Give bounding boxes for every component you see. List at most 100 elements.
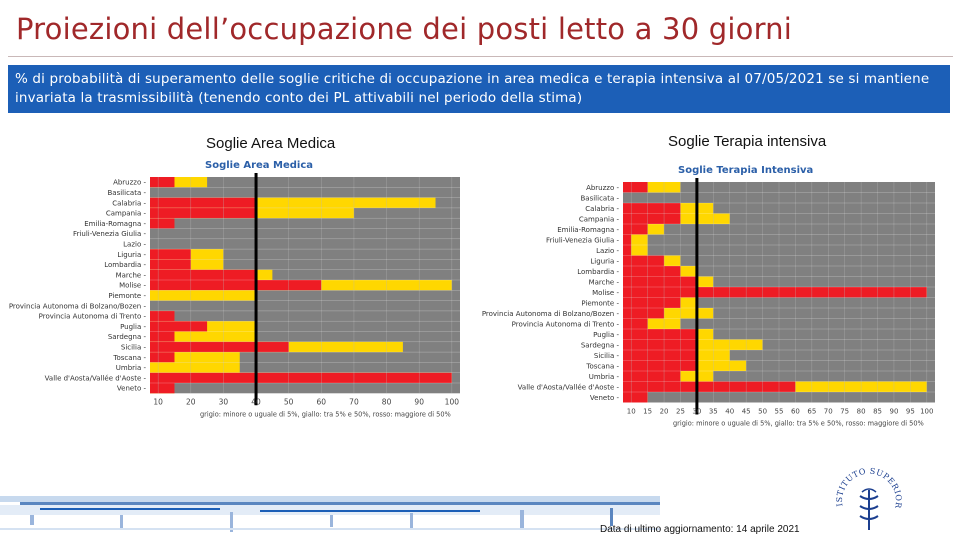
- row-label-sicilia: Sicilia -: [121, 344, 147, 352]
- row-label-piemonte: Piemonte -: [108, 292, 146, 300]
- x-tick-label-80: 80: [382, 397, 392, 406]
- bar-red-valle-d-aosta-vall-e-d-aoste: [150, 372, 452, 383]
- bar-red-toscana: [150, 352, 175, 363]
- row-label-friuli-venezia-giulia: Friuli-Venezia Giulia -: [546, 236, 619, 244]
- x-tick-label-90: 90: [414, 397, 424, 406]
- bar-red-puglia: [150, 321, 208, 332]
- x-tick-label-75: 75: [840, 408, 849, 416]
- row-label-molise: Molise -: [119, 282, 146, 290]
- bar-red-veneto: [623, 392, 648, 403]
- bar-yellow-abruzzo: [150, 177, 208, 188]
- row-label-veneto: Veneto -: [590, 394, 620, 402]
- row-label-liguria: Liguria -: [590, 257, 619, 265]
- bar-red-sicilia: [623, 350, 697, 361]
- bar-red-sardegna: [623, 339, 697, 350]
- bar-yellow-sardegna: [150, 331, 257, 342]
- row-label-sardegna: Sardegna -: [108, 333, 147, 341]
- x-tick-label-100: 100: [920, 408, 933, 416]
- svg-text:ISTITUTO SUPERIORE DI SANITÀ: ISTITUTO SUPERIORE DI SANITÀ: [832, 464, 903, 510]
- bar-red-campania: [623, 213, 681, 224]
- row-label-molise: Molise -: [592, 289, 619, 297]
- x-tick-label-60: 60: [317, 397, 327, 406]
- bar-red-veneto: [150, 383, 175, 394]
- row-label-umbria: Umbria -: [116, 364, 147, 372]
- bar-red-molise: [150, 280, 322, 291]
- x-tick-label-40: 40: [251, 397, 261, 406]
- x-tick-label-90: 90: [889, 408, 898, 416]
- panel-title-area-medica: Soglie Area Medica: [206, 135, 336, 152]
- bar-red-emilia-romagna: [623, 224, 648, 235]
- x-tick-label-50: 50: [284, 397, 294, 406]
- row-label-calabria: Calabria -: [585, 205, 619, 213]
- bar-yellow-provincia-autonoma-di-bolzano-bozen: [623, 308, 714, 319]
- row-label-sicilia: Sicilia -: [594, 352, 620, 360]
- x-tick-label-25: 25: [676, 408, 685, 416]
- row-label-provincia-autonoma-di-trento: Provincia Autonoma di Trento -: [512, 320, 620, 328]
- bar-red-liguria: [623, 255, 665, 266]
- x-tick-label-45: 45: [742, 408, 751, 416]
- x-tick-label-95: 95: [906, 408, 915, 416]
- row-label-abruzzo: Abruzzo -: [586, 184, 619, 192]
- bar-red-sicilia: [150, 341, 289, 353]
- x-tick-label-55: 55: [775, 408, 784, 416]
- row-label-veneto: Veneto -: [117, 385, 147, 393]
- bar-red-toscana: [623, 360, 697, 371]
- bar-red-calabria: [623, 203, 681, 214]
- bar-red-provincia-autonoma-di-bolzano-bozen: [623, 308, 665, 319]
- x-tick-label-50: 50: [758, 408, 767, 416]
- bar-red-piemonte: [623, 297, 681, 308]
- row-label-valle-d-aosta-vall-e-d-aoste: Valle d'Aosta/Vallée d'Aoste -: [518, 383, 620, 391]
- bar-yellow-umbria: [150, 362, 240, 373]
- row-label-lazio: Lazio -: [596, 247, 619, 255]
- iss-logo-seal: ISTITUTO SUPERIORE DI SANITÀ: [832, 464, 903, 530]
- bar-red-abruzzo: [150, 177, 175, 188]
- row-label-valle-d-aosta-vall-e-d-aoste: Valle d'Aosta/Vallée d'Aoste -: [45, 374, 147, 382]
- row-label-campania: Campania -: [579, 215, 620, 223]
- legend-text: grigio: minore o uguale di 5%, giallo: t…: [673, 420, 924, 428]
- slide-title: Proiezioni dell’occupazione dei posti le…: [16, 12, 793, 46]
- row-label-toscana: Toscana -: [112, 354, 146, 362]
- bar-red-umbria: [623, 371, 681, 382]
- x-tick-label-35: 35: [709, 408, 718, 416]
- x-tick-label-85: 85: [873, 408, 882, 416]
- bar-red-valle-d-aosta-vall-e-d-aoste: [623, 381, 796, 392]
- bar-red-campania: [150, 207, 257, 219]
- row-label-liguria: Liguria -: [117, 251, 146, 259]
- bar-red-calabria: [150, 197, 257, 208]
- x-tick-label-10: 10: [627, 408, 636, 416]
- x-tick-label-30: 30: [692, 408, 701, 416]
- bar-red-friuli-venezia-giulia: [623, 234, 632, 245]
- row-label-basilicata: Basilicata -: [581, 194, 620, 202]
- x-tick-label-10: 10: [153, 397, 163, 406]
- x-tick-label-30: 30: [219, 397, 229, 406]
- bar-red-liguria: [150, 249, 191, 260]
- row-label-calabria: Calabria -: [112, 199, 146, 207]
- bar-red-puglia: [623, 329, 697, 340]
- row-label-puglia: Puglia -: [120, 323, 146, 331]
- x-tick-label-20: 20: [186, 397, 196, 406]
- x-tick-label-70: 70: [824, 408, 833, 416]
- chart-inner-title: Soglie Terapia Intensiva: [678, 165, 813, 176]
- row-label-lazio: Lazio -: [123, 241, 146, 249]
- row-label-sardegna: Sardegna -: [581, 341, 620, 349]
- row-label-piemonte: Piemonte -: [581, 299, 619, 307]
- row-label-emilia-romagna: Emilia-Romagna -: [557, 226, 619, 234]
- bar-red-marche: [623, 276, 697, 287]
- footer-decoration: [0, 496, 660, 532]
- description-banner: % di probabilità di superamento delle so…: [8, 65, 950, 113]
- row-label-puglia: Puglia -: [593, 331, 619, 339]
- row-label-marche: Marche -: [116, 271, 147, 279]
- row-label-basilicata: Basilicata -: [108, 189, 147, 197]
- row-label-campania: Campania -: [106, 210, 147, 218]
- row-label-abruzzo: Abruzzo -: [113, 179, 146, 187]
- panel-title-terapia-intensiva: Soglie Terapia intensiva: [668, 133, 827, 150]
- legend-text: grigio: minore o uguale di 5%, giallo: t…: [200, 410, 451, 418]
- x-tick-label-15: 15: [643, 408, 652, 416]
- last-update-note: Data di ultimo aggiornamento: 14 aprile …: [600, 524, 800, 535]
- banner-text: % di probabilità di superamento delle so…: [15, 71, 930, 106]
- bar-red-lazio: [623, 245, 632, 256]
- row-label-provincia-autonoma-di-trento: Provincia Autonoma di Trento -: [39, 313, 147, 321]
- heatmap-area-medica: Soglie Area Medica Abruzzo - Basilicata - C…: [9, 160, 460, 418]
- bar-yellow-lazio: [623, 245, 648, 256]
- row-label-lombardia: Lombardia -: [577, 268, 619, 276]
